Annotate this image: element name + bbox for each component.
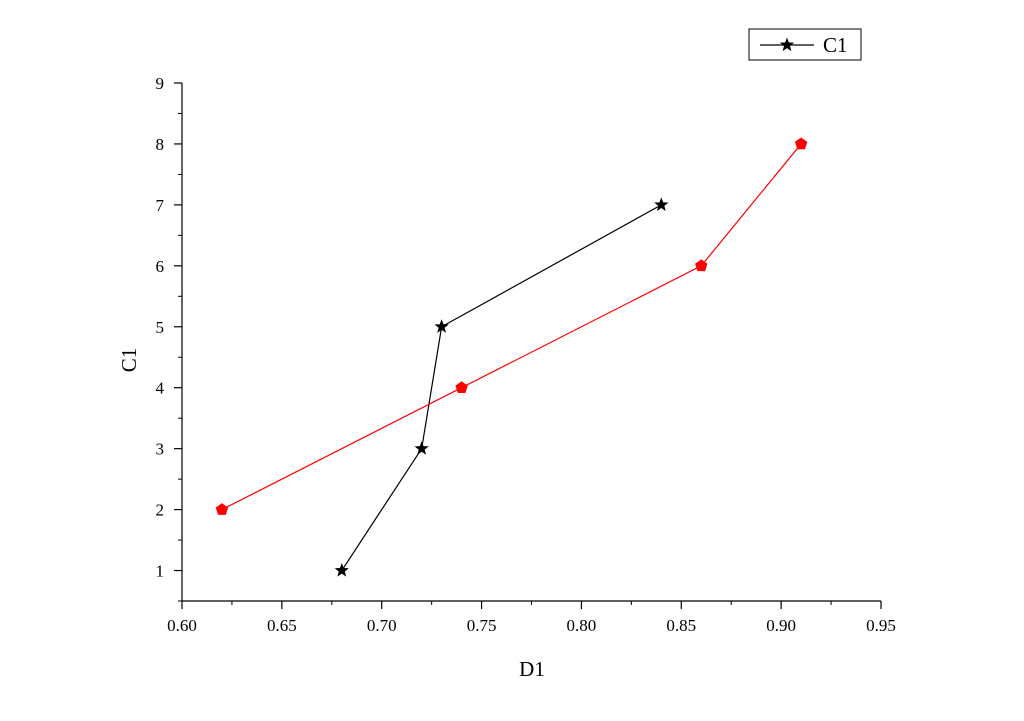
y-tick-label: 1 <box>156 562 165 581</box>
legend-label-c1: C1 <box>823 33 848 57</box>
y-tick-label: 6 <box>156 257 165 276</box>
pentagon-marker <box>455 381 468 393</box>
x-tick-label: 0.60 <box>167 616 197 635</box>
legend-star-icon <box>779 37 795 52</box>
legend-star-marker <box>779 37 795 52</box>
y-tick-label: 4 <box>156 379 165 398</box>
y-tick-label: 7 <box>156 196 165 215</box>
x-tick-label: 0.65 <box>267 616 297 635</box>
y-tick-label: 5 <box>156 318 165 337</box>
x-tick-label: 0.75 <box>467 616 497 635</box>
star-marker <box>414 441 429 455</box>
series-layer <box>215 137 808 577</box>
star-marker <box>334 563 349 577</box>
star-marker <box>434 319 449 333</box>
x-tick-label: 0.85 <box>666 616 696 635</box>
axes: 0.60 0.65 0.70 0.75 0.80 0.85 0.90 0.95 1 2 3 4 5 6 7 8… <box>156 74 896 635</box>
x-tick-label: 0.70 <box>367 616 397 635</box>
series-2 <box>215 137 808 515</box>
y-tick-label: 3 <box>156 440 165 459</box>
y-tick-label: 8 <box>156 135 165 154</box>
series-2-line <box>221 143 802 511</box>
y-tick-label: 9 <box>156 74 165 93</box>
y-tick-label: 2 <box>156 501 165 520</box>
x-tick-label: 0.80 <box>567 616 597 635</box>
x-tick-label: 0.90 <box>766 616 796 635</box>
legend: C1 <box>748 28 862 61</box>
series-1 <box>334 197 669 577</box>
pentagon-marker <box>215 503 229 515</box>
x-axis-title: D1 <box>519 657 545 681</box>
x-tick-label: 0.95 <box>866 616 896 635</box>
pentagon-marker <box>695 259 708 272</box>
series-1-line <box>341 204 662 571</box>
y-axis-title: C1 <box>117 348 141 373</box>
star-marker <box>654 197 669 211</box>
pentagon-marker <box>794 137 808 150</box>
